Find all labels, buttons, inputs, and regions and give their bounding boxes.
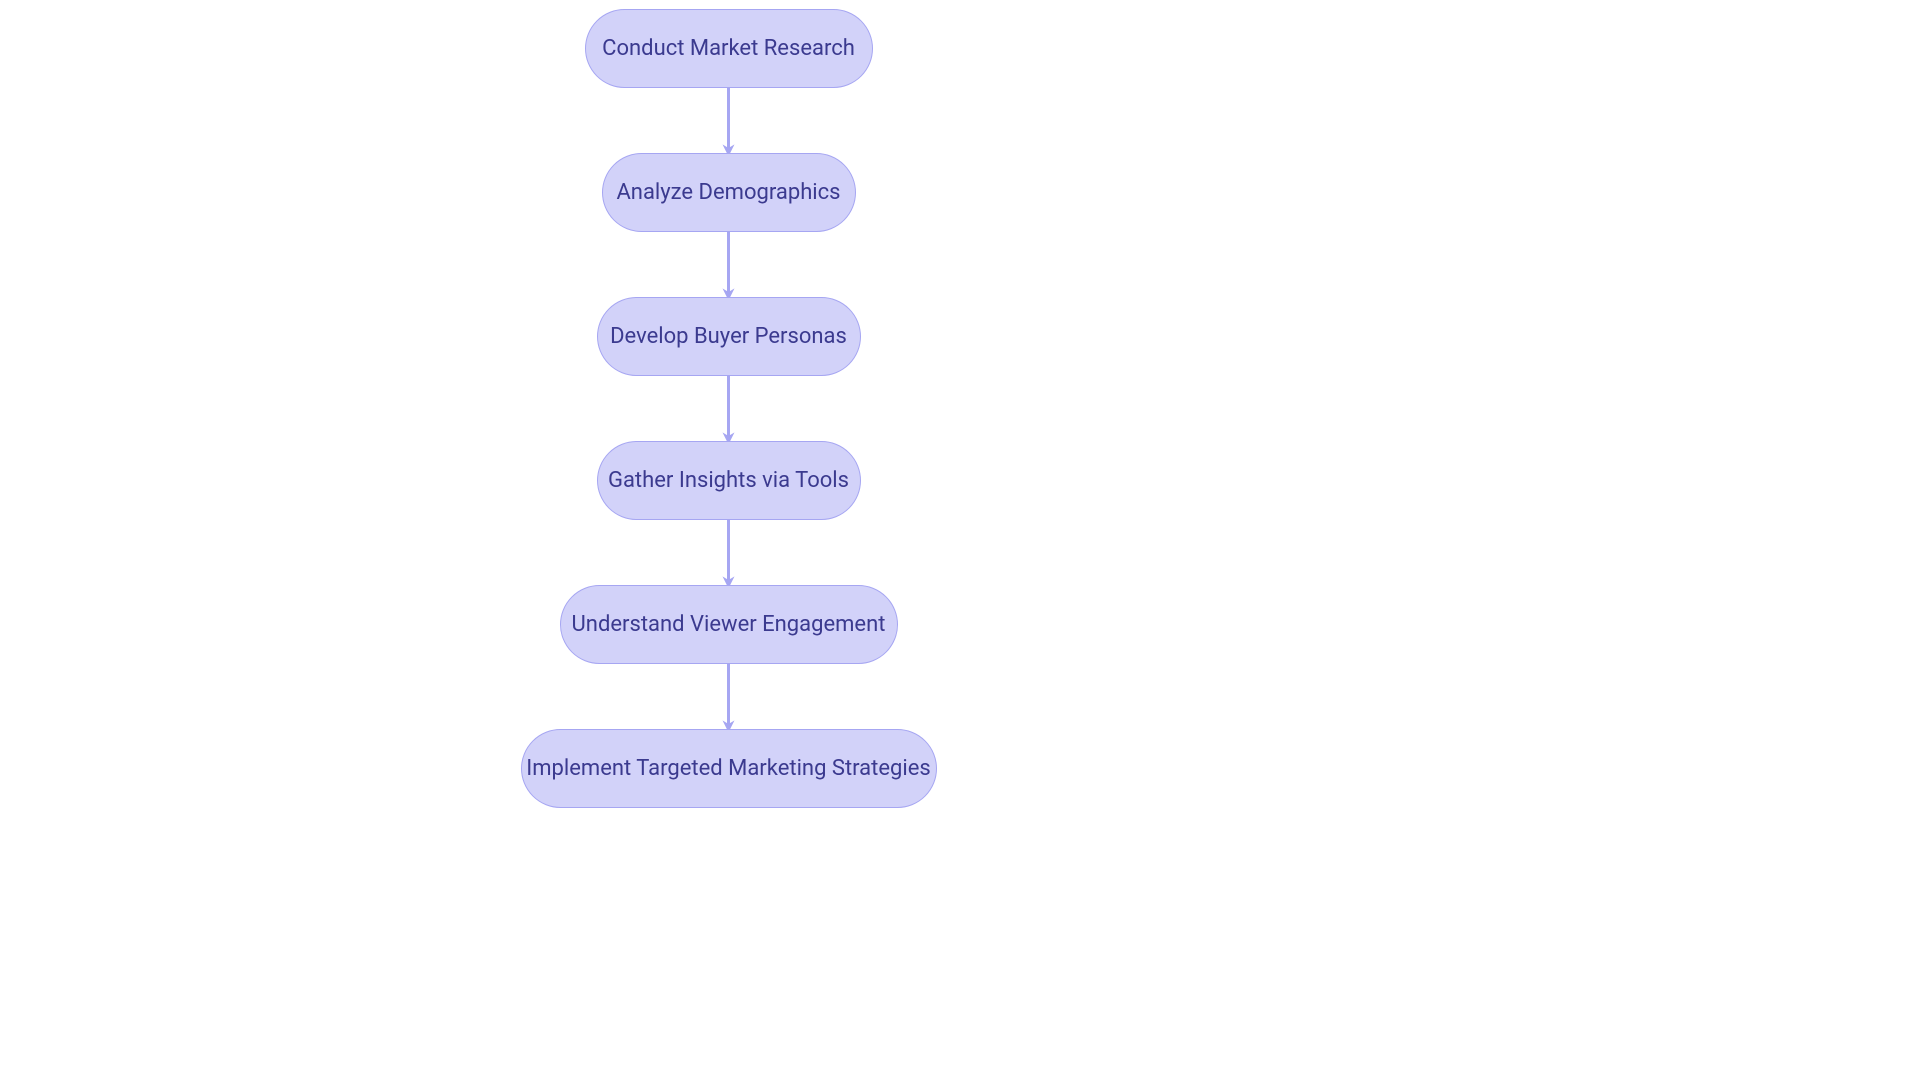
- flowchart-node: Gather Insights via Tools: [597, 441, 861, 520]
- flowchart-node-label: Understand Viewer Engagement: [572, 612, 886, 637]
- flowchart-node-label: Implement Targeted Marketing Strategies: [526, 756, 930, 781]
- flowchart-container: Conduct Market Research Analyze Demograph…: [0, 0, 1920, 1083]
- flowchart-node: Analyze Demographics: [602, 153, 856, 232]
- flowchart-node-label: Conduct Market Research: [602, 36, 855, 61]
- flowchart-node: Conduct Market Research: [585, 9, 873, 88]
- flowchart-node: Implement Targeted Marketing Strategies: [521, 729, 937, 808]
- flowchart-node-label: Develop Buyer Personas: [610, 324, 847, 349]
- flowchart-node-label: Analyze Demographics: [616, 180, 840, 205]
- flowchart-node: Develop Buyer Personas: [597, 297, 861, 376]
- flowchart-node: Understand Viewer Engagement: [560, 585, 898, 664]
- flowchart-node-label: Gather Insights via Tools: [608, 468, 849, 493]
- flowchart-arrows-svg: [0, 0, 1920, 1083]
